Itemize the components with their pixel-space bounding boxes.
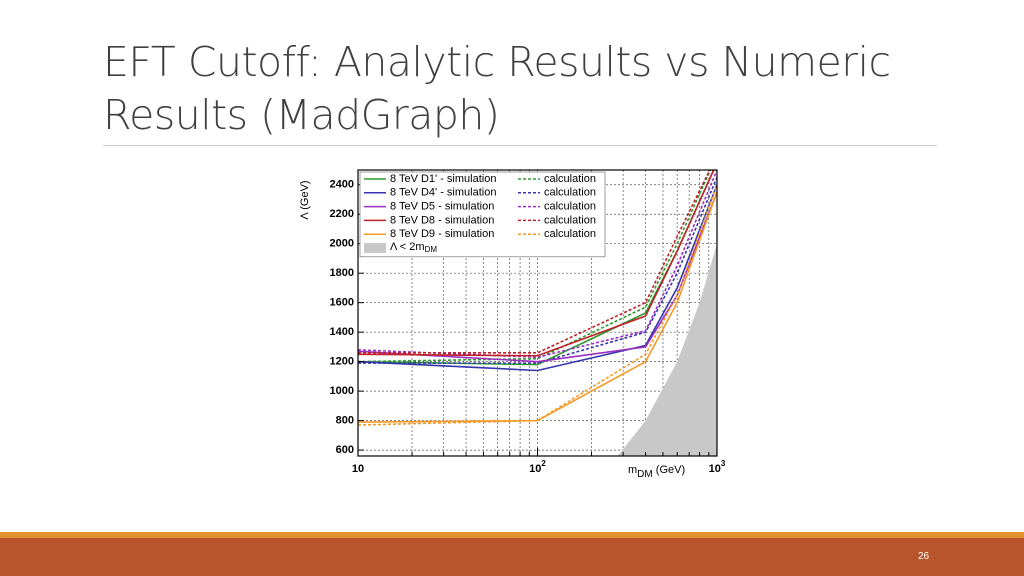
series-line (358, 170, 712, 363)
legend-box (359, 171, 606, 258)
legend-label: calculation (544, 214, 596, 226)
legend-label: 8 TeV D1' - simulation (390, 173, 496, 185)
x-tick-label: 103 (709, 459, 726, 475)
legend-label: 8 TeV D8 - simulation (390, 214, 494, 226)
x-tick-base: 10 (352, 463, 364, 475)
series-line (358, 170, 711, 354)
y-axis-label: Λ (GeV) (299, 180, 311, 219)
x-tick-label: 10 (352, 463, 364, 475)
x-label-sub: DM (637, 469, 653, 480)
x-axis-label: mDM (GeV) (628, 464, 685, 480)
footer-bar (0, 538, 1024, 576)
y-tick-label: 2200 (330, 208, 354, 220)
series-line (358, 191, 717, 363)
y-tick-label: 1600 (330, 297, 354, 309)
legend-swatch (364, 243, 386, 253)
series-line (358, 184, 717, 426)
legend-label: calculation (544, 201, 596, 213)
y-tick-label: 2400 (330, 179, 354, 191)
x-label-rest: (GeV) (653, 464, 685, 476)
plot-area (358, 170, 717, 456)
y-tick-label: 1000 (330, 385, 354, 397)
legend-label: Λ < 2mDM (390, 241, 437, 254)
series-line (358, 170, 717, 359)
footer-accent (0, 532, 1024, 538)
series-line (358, 177, 717, 364)
y-tick-label: 1800 (330, 267, 354, 279)
legend-label-main: Λ < 2m (390, 241, 425, 253)
y-tick-label: 1400 (330, 326, 354, 338)
x-label-main: m (628, 464, 637, 476)
legend-label: calculation (544, 228, 596, 240)
legend-label-sub: DM (425, 245, 438, 254)
title-rule (103, 145, 937, 146)
y-tick-label: 1200 (330, 356, 354, 368)
series-line (358, 170, 715, 357)
legend-label: 8 TeV D9 - simulation (390, 228, 494, 240)
legend-label: 8 TeV D5 - simulation (390, 201, 494, 213)
x-tick-base: 10 (529, 463, 541, 475)
legend-label: calculation (544, 173, 596, 185)
series-line (358, 191, 717, 423)
x-tick-label: 102 (529, 459, 546, 475)
x-tick-exponent: 2 (541, 459, 546, 468)
excluded-region (617, 243, 717, 456)
legend: 8 TeV D1' - simulation calculation 8 TeV D… (359, 171, 606, 258)
x-tick-base: 10 (709, 463, 721, 475)
slide-title: EFT Cutoff: Analytic Results vs Numeric … (103, 38, 891, 139)
legend-label: calculation (544, 187, 596, 199)
page-number: 26 (918, 551, 930, 562)
y-tick-label: 2000 (330, 238, 354, 250)
x-tick-exponent: 3 (721, 459, 726, 468)
legend-label: 8 TeV D4' - simulation (390, 187, 496, 199)
y-tick-label: 800 (336, 415, 354, 427)
y-tick-label: 600 (336, 444, 354, 456)
